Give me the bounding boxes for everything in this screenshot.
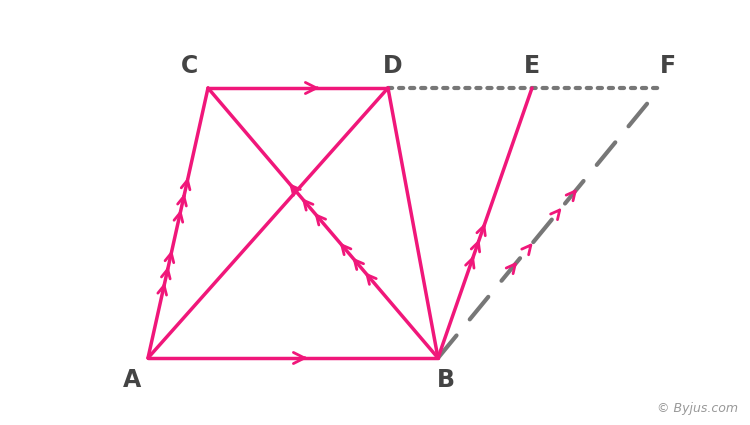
Text: E: E bbox=[524, 54, 540, 78]
Text: D: D bbox=[383, 54, 403, 78]
Text: F: F bbox=[660, 54, 676, 78]
Text: © Byjus.com: © Byjus.com bbox=[657, 402, 738, 415]
Text: B: B bbox=[437, 368, 455, 392]
Text: A: A bbox=[123, 368, 141, 392]
Text: C: C bbox=[182, 54, 199, 78]
